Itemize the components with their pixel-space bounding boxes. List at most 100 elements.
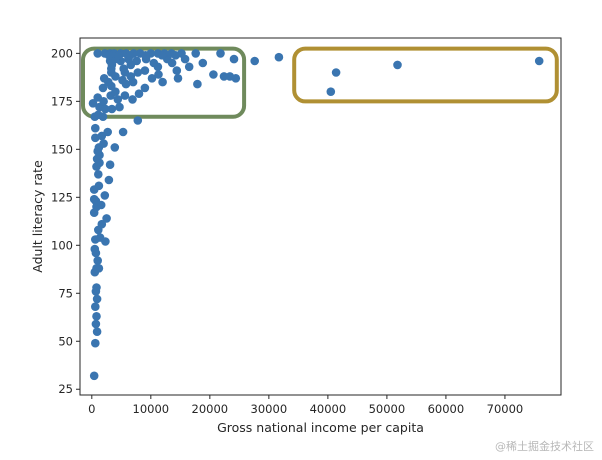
data-point-69 — [158, 77, 167, 87]
data-point-29 — [104, 175, 114, 185]
data-point-11 — [94, 264, 104, 273]
data-point-5 — [91, 302, 100, 312]
y-tick-label: 200 — [51, 46, 73, 60]
data-point-20 — [102, 214, 111, 223]
y-axis-ticks: 25 50 75 100 125 150 175 200 — [51, 46, 80, 396]
x-tick-label: 60000 — [428, 402, 465, 416]
data-point-129 — [393, 60, 402, 70]
data-point-127 — [326, 87, 336, 96]
data-point-58 — [120, 91, 130, 100]
data-point-42 — [91, 123, 100, 133]
data-point-87 — [172, 66, 182, 75]
data-point-3 — [91, 319, 101, 329]
data-point-70 — [193, 79, 202, 89]
data-point-52 — [107, 104, 117, 114]
data-point-1 — [91, 338, 100, 348]
data-point-33 — [105, 160, 115, 169]
data-point-19 — [97, 219, 107, 229]
data-point-17 — [101, 237, 110, 246]
data-point-121 — [114, 51, 123, 60]
data-point-57 — [113, 95, 123, 104]
data-point-82 — [209, 70, 218, 79]
data-point-122 — [125, 51, 135, 60]
y-tick-label: 25 — [58, 382, 73, 396]
data-point-95 — [149, 58, 159, 68]
data-point-118 — [191, 49, 200, 58]
data-point-67 — [118, 75, 127, 85]
data-point-103 — [229, 54, 239, 64]
y-tick-label: 125 — [51, 190, 73, 204]
watermark-text: @稀土掘金技术社区 — [495, 440, 594, 453]
highlight-box-2 — [292, 46, 559, 104]
x-tick-label: 0 — [88, 402, 95, 416]
data-point-65 — [140, 83, 150, 93]
data-point-49 — [88, 99, 98, 108]
data-point-125 — [171, 51, 180, 60]
data-point-91 — [184, 62, 194, 72]
data-point-76 — [219, 72, 229, 81]
data-point-28 — [94, 181, 104, 191]
data-point-6 — [92, 294, 102, 304]
data-point-86 — [140, 66, 150, 75]
data-point-55 — [93, 93, 102, 102]
data-point-48 — [133, 116, 143, 125]
x-tick-label: 50000 — [369, 402, 406, 416]
data-point-130 — [534, 56, 544, 66]
x-axis-label: Gross national income per capita — [217, 420, 424, 435]
data-point-119 — [216, 49, 225, 58]
x-tick-label: 30000 — [251, 402, 288, 416]
x-tick-label: 10000 — [133, 402, 170, 416]
x-axis-ticks: 0 10000 20000 30000 40000 50000 60000 70000 — [88, 395, 523, 416]
data-point-38 — [99, 139, 108, 148]
y-tick-label: 150 — [51, 142, 73, 156]
data-point-81 — [154, 70, 163, 79]
data-point-61 — [134, 89, 144, 98]
data-point-124 — [157, 51, 167, 60]
plot-frame — [79, 37, 562, 396]
data-point-14 — [90, 244, 100, 254]
data-point-47 — [98, 112, 108, 121]
data-point-85 — [119, 64, 128, 73]
y-tick-label: 50 — [58, 334, 73, 348]
data-point-83 — [225, 72, 235, 81]
data-point-30 — [94, 170, 103, 179]
data-points — [88, 49, 544, 381]
data-point-75 — [173, 74, 183, 83]
data-point-12 — [93, 256, 102, 265]
y-tick-label: 100 — [51, 238, 73, 252]
highlight-box-1 — [81, 46, 247, 119]
highlight-boxes — [81, 46, 559, 119]
data-point-0 — [89, 371, 99, 381]
y-axis-label: Adult literacy rate — [30, 160, 45, 273]
data-point-74 — [147, 74, 157, 83]
data-point-25 — [89, 194, 99, 204]
data-point-71 — [99, 74, 109, 83]
data-point-59 — [128, 95, 137, 104]
y-tick-label: 75 — [58, 286, 73, 300]
data-point-97 — [198, 58, 208, 68]
data-point-43 — [103, 127, 112, 137]
data-point-44 — [118, 127, 128, 137]
data-point-40 — [91, 133, 100, 143]
data-point-105 — [93, 49, 102, 58]
data-point-80 — [133, 68, 143, 77]
data-point-4 — [92, 312, 101, 321]
data-point-2 — [92, 327, 102, 337]
data-point-51 — [101, 104, 110, 114]
data-point-128 — [331, 68, 341, 77]
data-point-94 — [132, 56, 141, 66]
data-point-26 — [100, 191, 110, 200]
plot-background — [80, 38, 561, 395]
x-tick-label: 40000 — [310, 402, 347, 416]
data-point-39 — [110, 143, 120, 152]
data-point-62 — [98, 83, 108, 93]
y-tick-label: 175 — [51, 94, 73, 108]
data-point-120 — [104, 51, 114, 60]
x-tick-label: 20000 — [192, 402, 229, 416]
data-point-53 — [115, 102, 124, 112]
data-point-123 — [141, 51, 150, 60]
data-point-126 — [274, 52, 284, 62]
data-point-8 — [92, 283, 101, 292]
x-tick-label: 70000 — [487, 402, 524, 416]
